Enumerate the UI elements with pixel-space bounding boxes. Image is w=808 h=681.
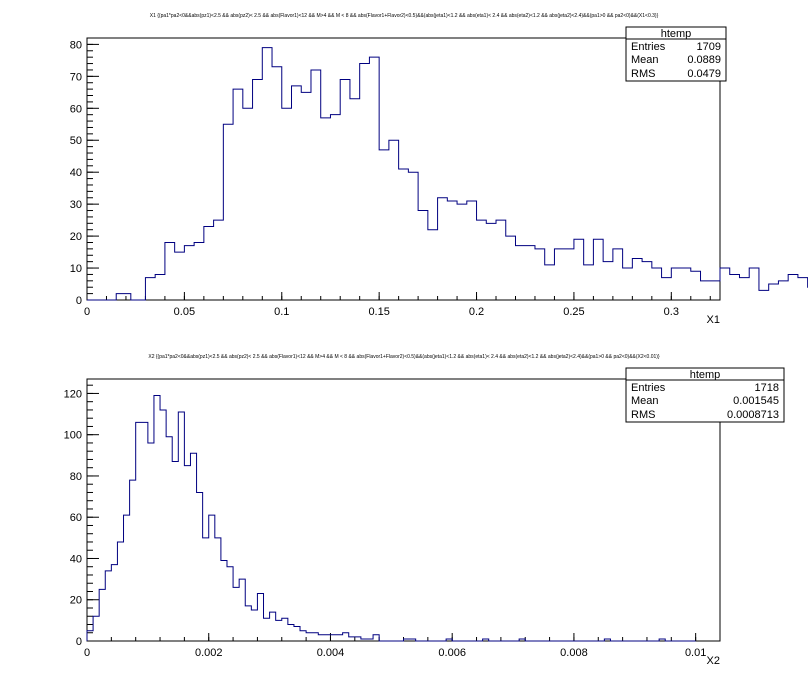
x-tick-label: 0.1: [274, 306, 289, 318]
y-tick-label: 10: [70, 263, 82, 275]
y-tick-label: 20: [70, 231, 82, 243]
x-tick-label: 0.15: [368, 306, 389, 318]
stats-mean-label-x2: Mean: [631, 395, 659, 407]
x-tick-label: 0.004: [317, 647, 345, 659]
plot-frame-x1: [86, 37, 721, 301]
x-tick-label: 0.3: [664, 306, 679, 318]
plot-frame-x2: [86, 378, 721, 642]
y-tick-label: 20: [70, 595, 82, 607]
stats-mean-value-x2: 0.001545: [733, 395, 779, 407]
stats-entries-value-x1: 1709: [697, 41, 721, 53]
y-tick-label: 40: [70, 167, 82, 179]
y-tick-label: 80: [70, 471, 82, 483]
stats-name-x2: htemp: [690, 369, 721, 381]
stats-rms-value-x1: 0.0479: [687, 68, 721, 80]
panel-title-x2: X2 {(pa1*pa2<0&&abs(pz1)<2.5 && abs(pz2)…: [148, 354, 660, 360]
histogram-panel-x2: X2 {(pa1*pa2<0&&abs(pz1)<2.5 && abs(pz2)…: [64, 354, 785, 667]
x-tick-label: 0.01: [685, 647, 706, 659]
x-tick-label: 0.2: [469, 306, 484, 318]
y-tick-label: 80: [70, 39, 82, 51]
axes-x1: 0 0.05 0.1 0.15 0.2 0.25 0.3 0 10 20 30 40 50 60 70 80: [70, 37, 711, 318]
stats-entries-label-x2: Entries: [631, 382, 666, 394]
y-tick-label: 0: [76, 295, 82, 307]
stats-entries-label-x1: Entries: [631, 41, 666, 53]
stats-rms-label-x2: RMS: [631, 409, 655, 421]
histogram-line-x1: [87, 47, 808, 301]
x-tick-label: 0: [84, 306, 90, 318]
y-tick-label: 60: [70, 103, 82, 115]
y-tick-label: 60: [70, 512, 82, 524]
y-tick-label: 70: [70, 71, 82, 83]
stats-box-x2: htemp Entries 1718 Mean 0.001545 RMS 0.0…: [625, 367, 785, 423]
stats-mean-label-x1: Mean: [631, 54, 659, 66]
y-tick-label: 50: [70, 135, 82, 147]
x-axis-label-x1: X1: [707, 314, 720, 326]
y-tick-label: 40: [70, 553, 82, 565]
y-tick-label: 100: [64, 430, 82, 442]
y-tick-label: 0: [76, 636, 82, 648]
x-tick-label: 0.008: [560, 647, 588, 659]
panel-title-x1: X1 {(pa1*pa2<0&&abs(pz1)<2.5 && abs(pz2)…: [150, 13, 659, 19]
axes-x2: 0 0.002 0.004 0.006 0.008 0.01 0 20 40 60 80 100 120: [64, 384, 721, 659]
x-tick-label: 0.006: [438, 647, 466, 659]
stats-mean-value-x1: 0.0889: [687, 54, 721, 66]
x-tick-label: 0.05: [174, 306, 195, 318]
stats-entries-value-x2: 1718: [755, 382, 779, 394]
stats-name-x1: htemp: [661, 28, 692, 40]
stats-box-x1: htemp Entries 1709 Mean 0.0889 RMS 0.047…: [625, 26, 727, 82]
x-tick-label: 0.002: [195, 647, 223, 659]
y-tick-label: 30: [70, 199, 82, 211]
x-axis-label-x2: X2: [707, 655, 720, 667]
histogram-line-x2: [86, 395, 696, 642]
stats-rms-label-x1: RMS: [631, 68, 655, 80]
stats-rms-value-x2: 0.0008713: [727, 409, 779, 421]
x-tick-label: 0.25: [563, 306, 584, 318]
x-tick-label: 0: [84, 647, 90, 659]
y-tick-label: 120: [64, 388, 82, 400]
histogram-panel-x1: X1 {(pa1*pa2<0&&abs(pz1)<2.5 && abs(pz2)…: [70, 13, 808, 326]
